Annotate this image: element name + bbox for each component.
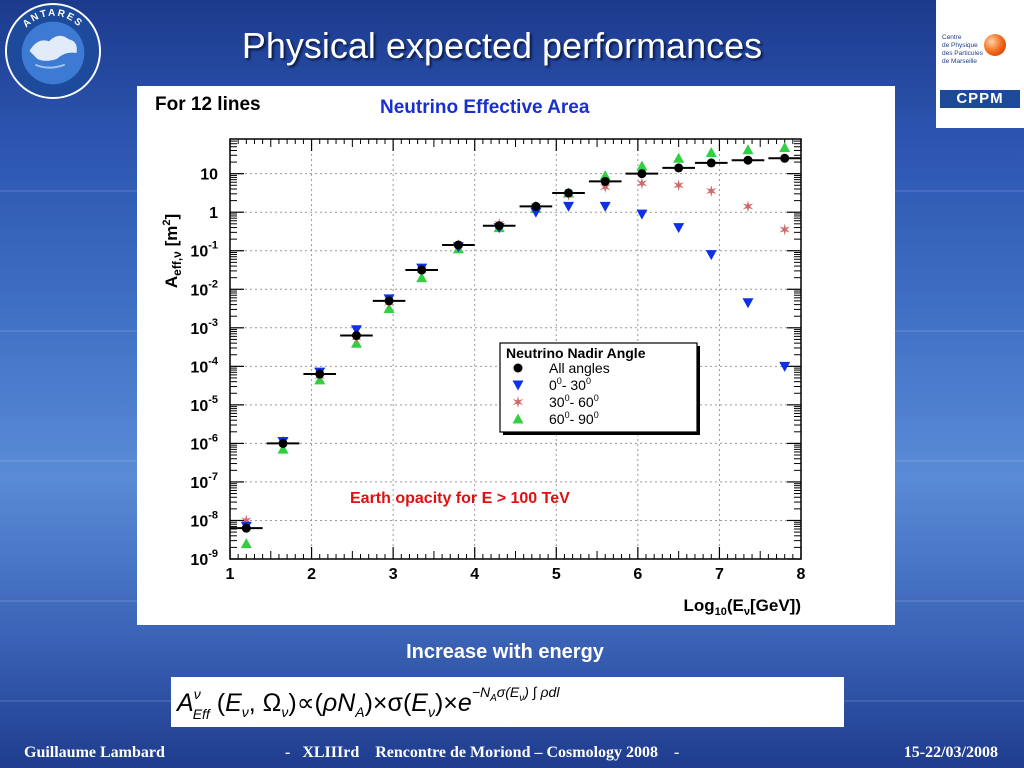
data-point	[706, 158, 716, 168]
x-tick-label: 2	[307, 566, 316, 583]
formula-svg: Aν Eff (Eν, Ων)∝(ρNA)×σ(Eν)×e−NAσ(Eν) ∫ ρ…	[175, 684, 560, 722]
earth-opacity-annotation: Earth opacity for E > 100 TeV	[350, 490, 570, 507]
footer-event: - XLIIIrd Rencontre de Moriond – Cosmolo…	[285, 744, 680, 761]
data-point	[564, 188, 574, 198]
legend-marker	[512, 413, 524, 424]
footer-date: 15-22/03/2008	[903, 744, 998, 761]
x-axis-label: Log10(Eν[GeV])	[683, 596, 801, 618]
legend-marker	[513, 363, 523, 373]
x-tick-label: 8	[797, 566, 806, 583]
footer-author: Guillaume Lambard	[24, 744, 165, 761]
data-point	[705, 146, 717, 157]
data-point	[636, 177, 648, 190]
data-point	[599, 201, 611, 212]
data-point	[742, 298, 754, 309]
data-point	[742, 144, 754, 155]
data-point	[531, 201, 541, 211]
data-point	[673, 179, 684, 192]
effective-area-formula: Aν Eff (Eν, Ων)∝(ρNA)×σ(Eν)×e−NAσ(Eν) ∫ ρ…	[171, 677, 844, 727]
x-tick-label: 1	[226, 566, 235, 583]
data-point	[351, 331, 361, 341]
x-tick-label: 5	[552, 566, 561, 583]
y-tick-label: 10-6	[190, 432, 218, 453]
data-point	[779, 361, 791, 372]
data-point	[278, 438, 288, 448]
data-point	[494, 221, 504, 231]
x-tick-label: 7	[715, 566, 724, 583]
legend-label: 600- 900	[549, 410, 599, 427]
y-tick-label: 10	[200, 167, 218, 184]
data-point	[742, 200, 754, 213]
data-point	[674, 163, 684, 173]
y-tick-label: 10-3	[190, 317, 218, 338]
data-point	[600, 181, 611, 194]
x-tick-label: 4	[470, 566, 479, 583]
data-point	[779, 223, 790, 236]
data-point	[706, 185, 717, 198]
y-tick-label: 10-1	[190, 240, 218, 261]
legend-marker	[512, 396, 524, 408]
tick-layer: 1 2 3 4 5 6 7 8 10-9 10-8 10-7 10-6 10-5 10-4 10-3 10-2…	[190, 139, 806, 583]
chart-subtitle: For 12 lines	[155, 94, 261, 115]
data-point	[599, 170, 611, 181]
page-title: Physical expected performances	[241, 25, 763, 66]
data-point	[780, 153, 790, 163]
data-point	[530, 207, 542, 218]
chart-title: Neutrino Effective Area	[380, 97, 590, 118]
x-tick-label: 3	[389, 566, 398, 583]
data-point	[673, 223, 685, 234]
legend-label: 00- 300	[549, 376, 591, 393]
y-axis-label: Aeff,ν [m2]	[161, 214, 184, 288]
x-tick-label: 6	[633, 566, 642, 583]
data-point	[453, 240, 463, 250]
y-tick-label: 10-9	[190, 548, 218, 569]
data-point	[600, 176, 610, 186]
data-point	[384, 296, 394, 306]
y-tick-label: 1	[209, 205, 218, 222]
data-point	[563, 201, 575, 212]
marks-layer	[230, 141, 801, 549]
legend-label: 300- 600	[549, 393, 599, 410]
chart-panel: 1 2 3 4 5 6 7 8 10-9 10-8 10-7 10-6 10-5 10-4 10-3 10-2…	[137, 86, 895, 625]
cppm-logo-acronym: CPPM	[940, 90, 1020, 108]
data-point	[779, 141, 791, 152]
data-point	[416, 272, 428, 283]
data-point	[673, 152, 685, 163]
legend-marker	[512, 380, 524, 391]
cppm-logo-sphere	[984, 34, 1006, 56]
cppm-logo-text: Centre de Physique des Particules de Mar…	[942, 34, 983, 65]
data-point	[636, 160, 648, 171]
data-point	[743, 155, 753, 165]
data-point	[241, 523, 251, 533]
y-tick-label: 10-4	[190, 355, 218, 376]
effective-area-chart: 1 2 3 4 5 6 7 8 10-9 10-8 10-7 10-6 10-5 10-4 10-3 10-2…	[155, 94, 806, 618]
data-point	[705, 250, 717, 261]
data-point	[241, 514, 252, 527]
y-tick-label: 10-5	[190, 394, 218, 415]
data-point	[350, 325, 362, 336]
data-point	[636, 209, 648, 220]
data-point	[315, 369, 325, 379]
antares-logo: ANTARES	[4, 2, 102, 100]
data-point	[637, 169, 647, 179]
data-point	[277, 443, 289, 454]
y-tick-label: 10-2	[190, 278, 218, 299]
slide-caption: Increase with energy	[406, 641, 604, 663]
data-point	[417, 265, 427, 275]
cppm-logo: Centre de Physique des Particules de Mar…	[936, 0, 1024, 128]
legend-label: All angles	[549, 360, 610, 376]
y-tick-label: 10-7	[190, 471, 218, 492]
y-tick-label: 10-8	[190, 509, 218, 530]
legend-title: Neutrino Nadir Angle	[506, 345, 646, 361]
data-point	[240, 538, 252, 549]
